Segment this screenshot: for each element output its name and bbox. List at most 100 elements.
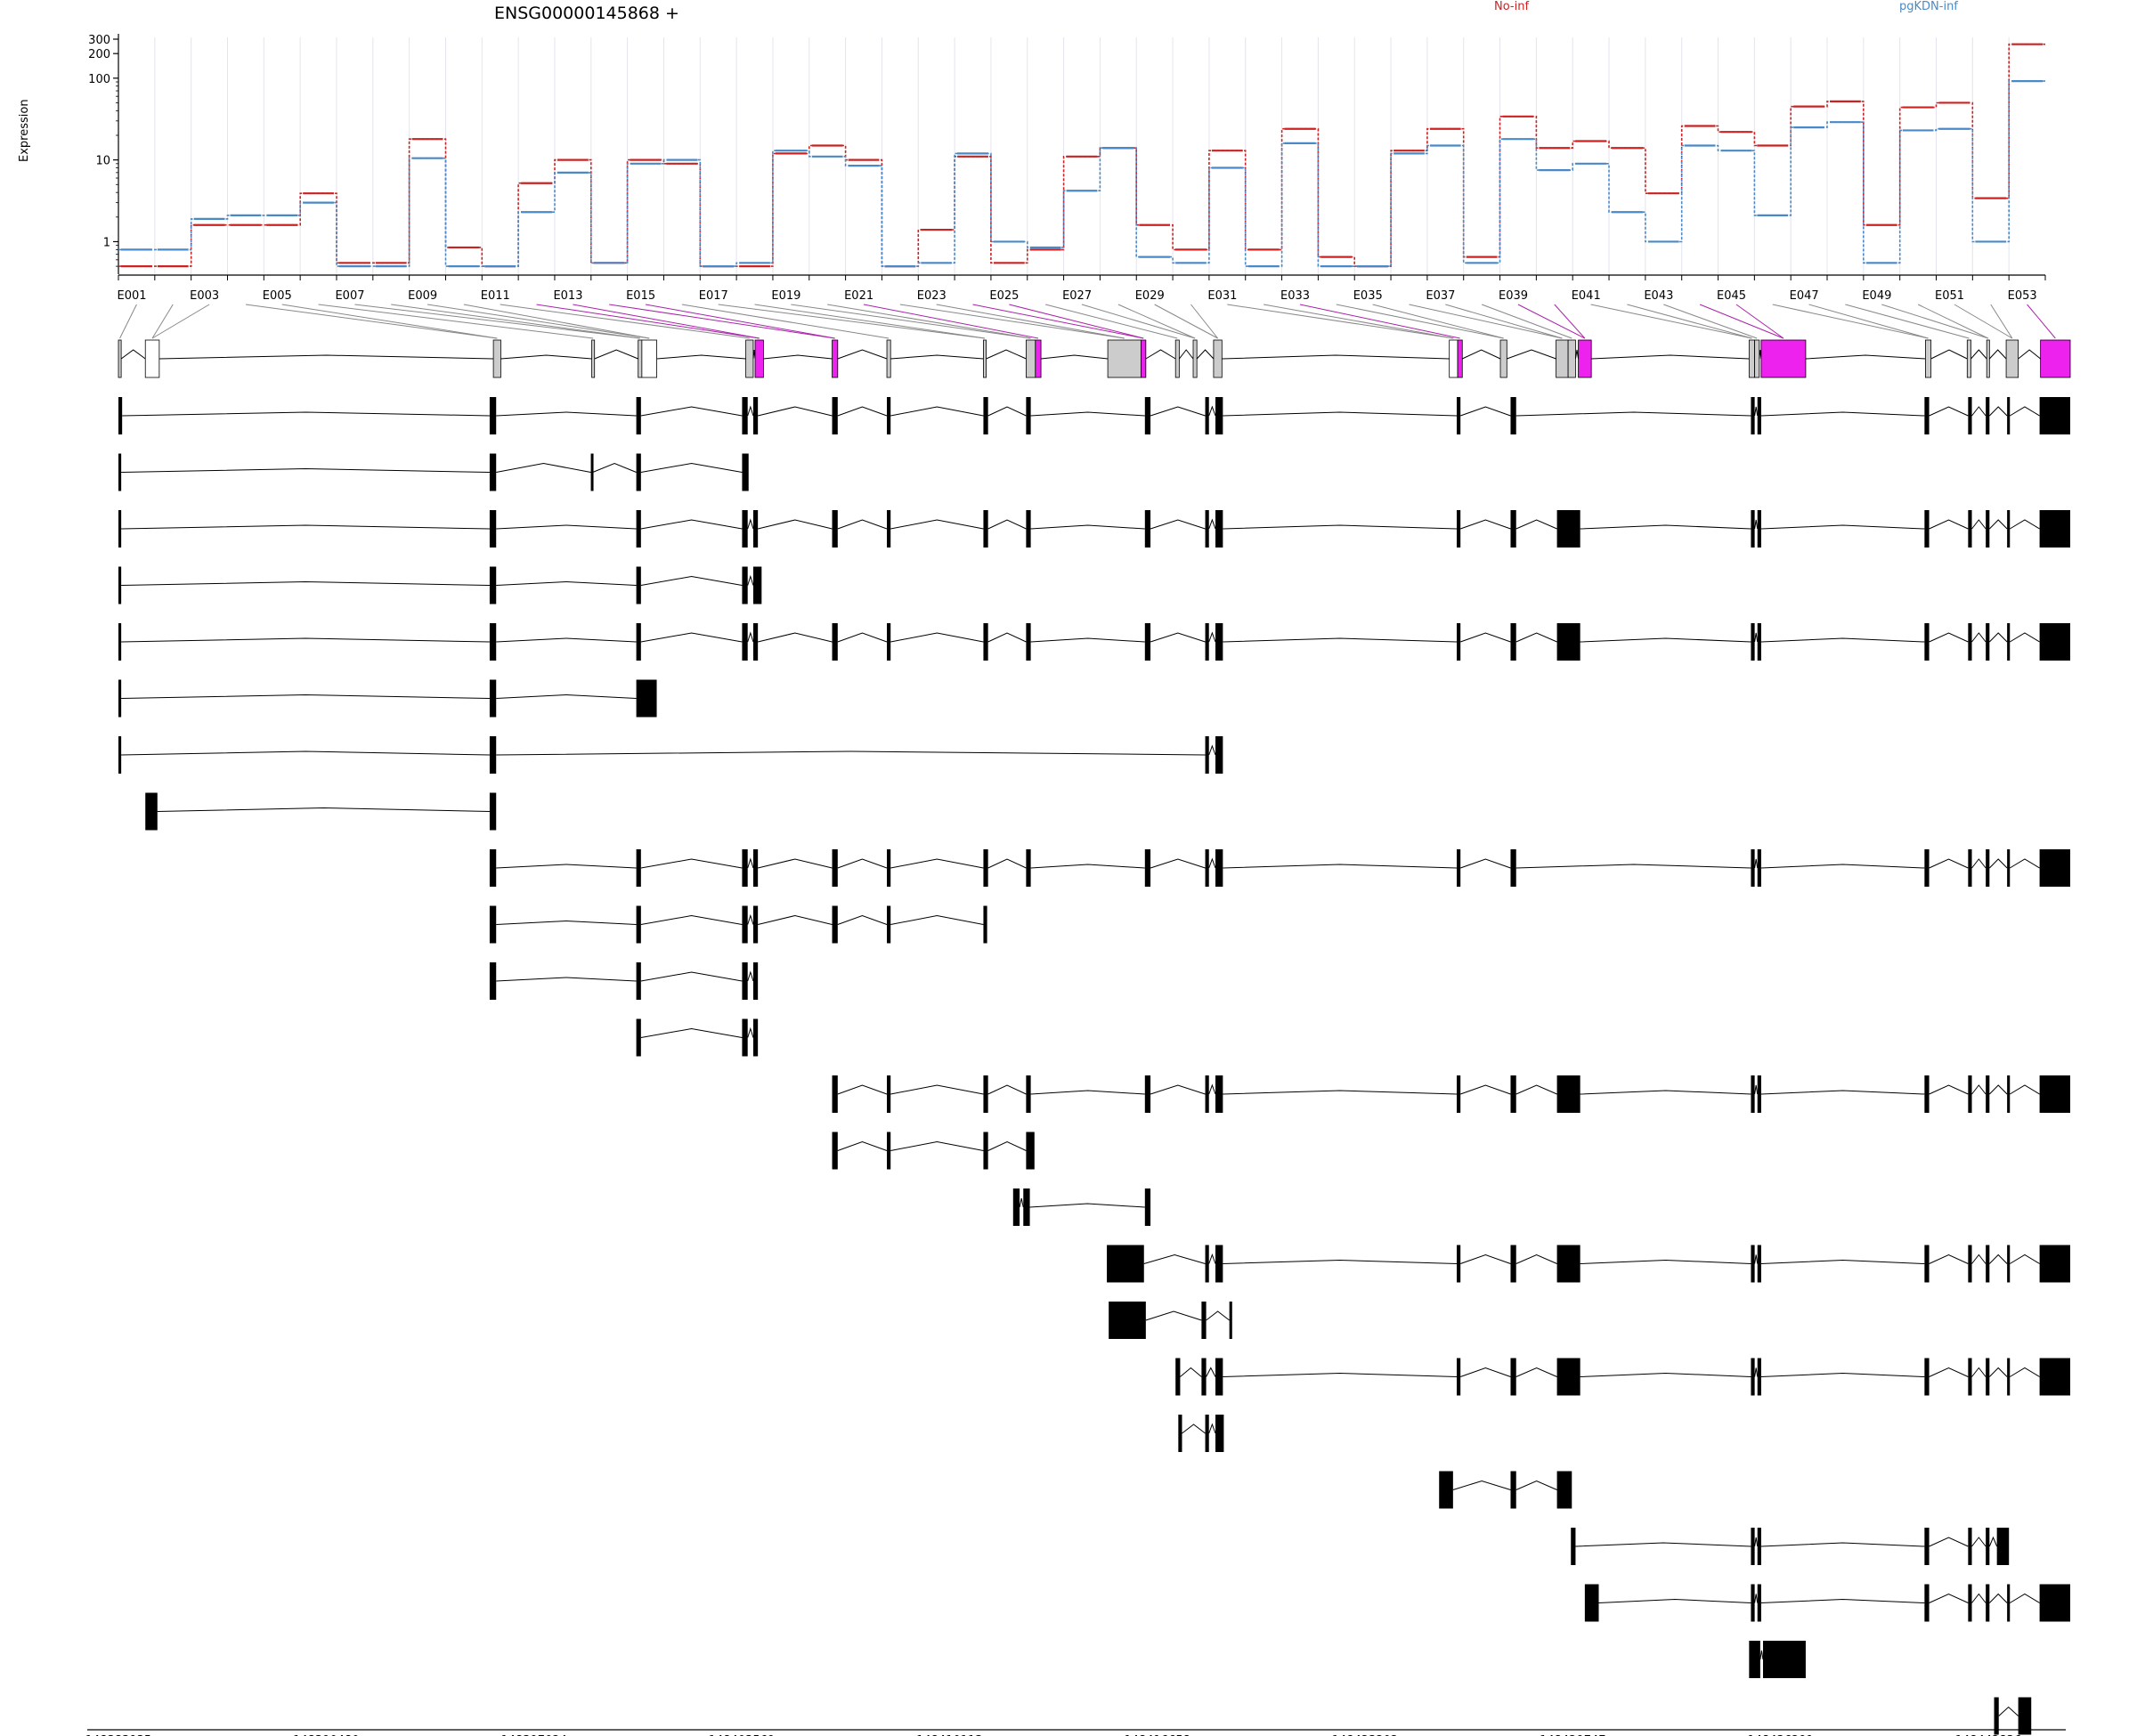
exon-bin-label: E023 [917, 289, 947, 303]
transcript [1749, 1641, 1806, 1678]
transcript-exon [1178, 1415, 1182, 1452]
transcript-intron [1929, 1253, 1969, 1264]
transcript-intron [1971, 406, 1987, 417]
transcript-intron [1515, 632, 1557, 643]
transcript [489, 849, 2070, 887]
transcript-intron [987, 632, 1027, 643]
transcript-exon [1968, 510, 1972, 548]
exon-bin-label: E049 [1862, 289, 1891, 303]
transcript-exon [742, 623, 748, 661]
bin-connector [1772, 304, 1929, 339]
transcript-exon [145, 792, 158, 831]
transcript-intron [1598, 1598, 1751, 1603]
transcript-intron [496, 864, 637, 869]
transcript-exon [2039, 1245, 2070, 1283]
transcript [1012, 1188, 1151, 1226]
transcript-exon [590, 453, 594, 491]
transcript-intron [640, 971, 743, 982]
transcript-exon [489, 453, 497, 491]
transcript-exon [1584, 1584, 1599, 1622]
transcript-exon [1556, 1358, 1580, 1396]
gene-exon [1748, 339, 1756, 378]
transcript-exon [1986, 623, 1990, 661]
transcript-exon [489, 905, 497, 944]
transcript-intron [2009, 1367, 2040, 1377]
transcript-intron [890, 1140, 984, 1151]
gene-intron [837, 349, 888, 360]
bin-connector [1081, 304, 1196, 339]
transcript-intron [640, 632, 743, 643]
y-tick-label: 10 [95, 155, 110, 168]
genomic-tick-label: 148416658 [1124, 1734, 1190, 1736]
transcript-intron [837, 858, 888, 869]
transcript-intron [496, 977, 637, 982]
bin-connector [1336, 304, 1504, 339]
transcript-exon [636, 397, 641, 434]
transcript-exon [752, 397, 759, 434]
exon-bin-label: E053 [2008, 289, 2037, 303]
transcript-intron [1515, 1480, 1557, 1490]
exon-bin-label: E043 [1644, 289, 1673, 303]
transcript-exon [742, 962, 748, 1000]
transcript-intron [987, 406, 1027, 417]
transcript-intron [640, 914, 743, 925]
transcript-exon [1762, 1641, 1806, 1678]
gene-exon [1035, 339, 1042, 378]
transcript-intron [496, 920, 637, 925]
transcript-intron [747, 518, 754, 530]
transcript-exon [2007, 397, 2011, 434]
bin-connector [609, 304, 835, 339]
bin-connector [1517, 304, 1586, 339]
transcript-intron [1759, 1650, 1764, 1660]
transcript-exon [489, 792, 497, 831]
transcript-exon [118, 453, 122, 491]
transcript-exon [1556, 1075, 1580, 1113]
transcript-exon [983, 849, 988, 887]
transcript-intron [2009, 519, 2040, 530]
transcript-exon [1144, 849, 1151, 887]
bin-connector [645, 304, 835, 339]
transcript-exon [983, 623, 988, 661]
transcript [118, 566, 762, 604]
gene-model-layer [118, 339, 2071, 378]
gene-exon [1449, 339, 1459, 378]
transcript-exon [1175, 1358, 1181, 1396]
transcript-intron [758, 914, 833, 925]
transcript-intron [1150, 519, 1206, 530]
genomic-tick-label: 148403569 [709, 1734, 775, 1736]
transcript-intron [1760, 411, 1925, 417]
transcript-exon [1924, 1528, 1930, 1565]
transcript-exon [742, 1018, 748, 1057]
transcript-exon [1924, 397, 1930, 434]
transcript-intron [1760, 1598, 1925, 1603]
gene-intron [1462, 349, 1501, 360]
gene-exon [591, 339, 596, 378]
transcript-intron [987, 858, 1027, 869]
transcript-intron [890, 1084, 984, 1095]
transcript-intron [1988, 858, 2008, 869]
transcript-exon [1751, 1245, 1755, 1283]
transcript-exon [1229, 1302, 1232, 1339]
transcript-exon [1994, 1697, 1999, 1735]
transcript-intron [987, 1084, 1027, 1095]
transcript-exon [1571, 1528, 1576, 1565]
transcript-intron [837, 632, 888, 643]
gene-intron [1145, 349, 1176, 360]
transcript-exon [887, 510, 891, 548]
transcript-exon [1026, 849, 1031, 887]
transcript-intron [1208, 405, 1216, 417]
transcript-exon [1215, 623, 1223, 661]
gene-exon [118, 339, 122, 378]
bin-connector [754, 304, 986, 339]
transcript-exon [1968, 1528, 1972, 1565]
transcript-exon [832, 1075, 838, 1113]
transcript-intron [496, 694, 637, 699]
transcript-exon [1556, 623, 1580, 661]
transcript-exon [1215, 1415, 1224, 1452]
transcript [1175, 1358, 2070, 1396]
transcript-exon [1023, 1188, 1030, 1226]
transcript-intron [1988, 406, 2008, 417]
transcript-exon [1510, 510, 1516, 548]
bin-connector [1735, 304, 1784, 339]
transcript-exon [752, 1018, 759, 1057]
